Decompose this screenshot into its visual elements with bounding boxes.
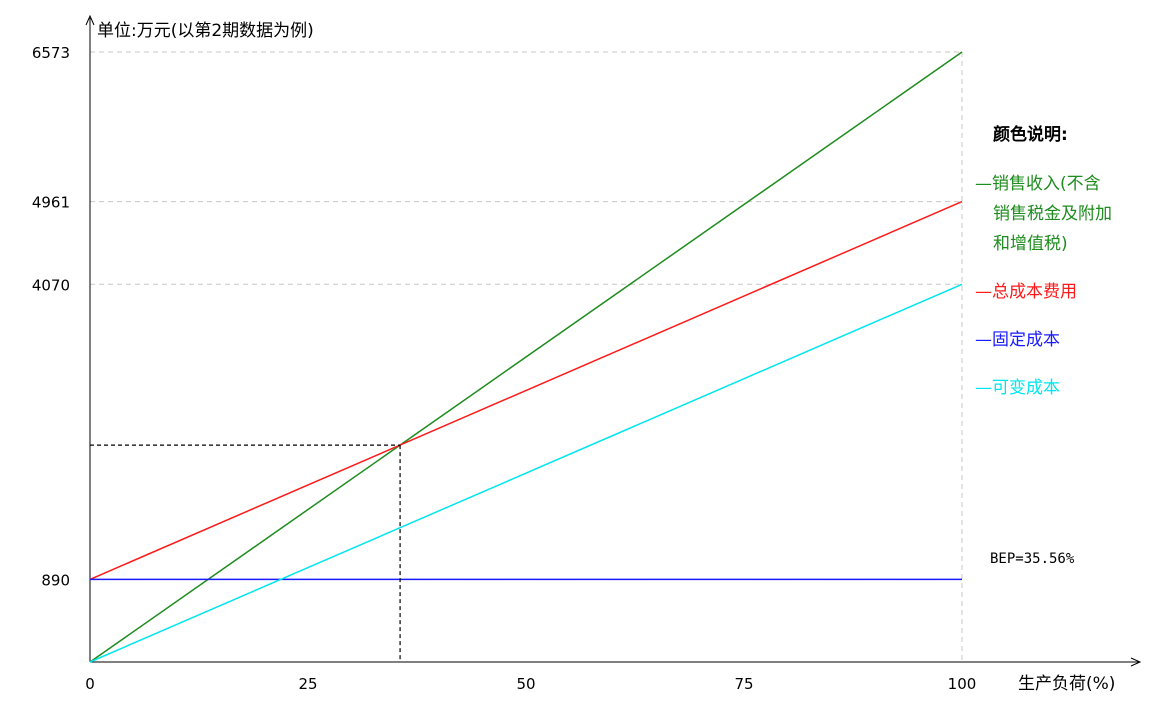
x-axis-label: 生产负荷(%) [1018, 674, 1115, 694]
bep-guides [90, 444, 401, 662]
tick-labels: 890 4070 4961 6573 0 25 50 75 100 [32, 44, 977, 693]
x-tick-label: 75 [734, 675, 753, 693]
legend-title: 颜色说明: [993, 124, 1068, 145]
series-line-revenue [89, 51, 963, 663]
legend-item-text: —总成本费用 [975, 282, 1077, 302]
legend-item-text: 和增值税) [993, 234, 1068, 254]
legend-item-text: —固定成本 [975, 330, 1060, 350]
x-tick-label: 50 [516, 675, 535, 693]
x-tick-label: 100 [948, 675, 977, 693]
series-line-total-cost [89, 200, 963, 581]
series-lines [89, 51, 963, 663]
legend-item-text: 销售税金及附加 [993, 204, 1112, 224]
y-tick-label: 6573 [32, 44, 70, 62]
x-axis-arrow [1130, 657, 1142, 667]
unit-label: 单位:万元(以第2期数据为例) [97, 21, 314, 41]
y-tick-label: 4961 [32, 194, 70, 212]
y-axis-arrow [85, 14, 95, 26]
legend-item-text: —销售收入(不含 [975, 174, 1101, 194]
series-line-variable-cost [89, 283, 963, 663]
y-tick-label: 890 [41, 571, 70, 589]
legend-item-text: —可变成本 [975, 378, 1060, 398]
axes [85, 14, 1142, 667]
x-tick-label: 0 [85, 675, 95, 693]
x-tick-label: 25 [298, 675, 317, 693]
y-tick-label: 4070 [32, 276, 70, 294]
bep-label: BEP=35.56% [990, 551, 1075, 567]
